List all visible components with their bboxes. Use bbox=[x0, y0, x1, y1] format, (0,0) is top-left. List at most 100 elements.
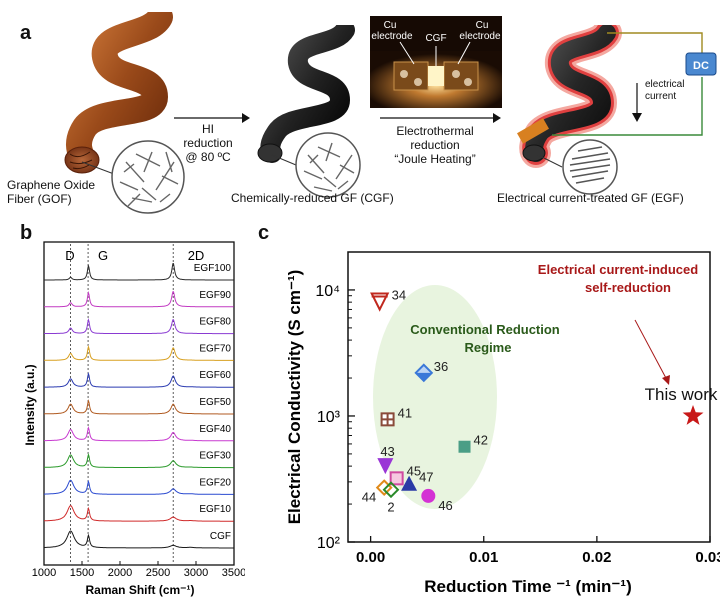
step2-line2: reduction bbox=[410, 138, 460, 152]
data-point-42 bbox=[458, 440, 471, 453]
regime-label-1: Conventional Reduction bbox=[410, 322, 560, 337]
spectrum-cgf bbox=[44, 530, 234, 549]
scatter-ytick-label: 10⁴ bbox=[315, 283, 340, 300]
scatter-ytick-label: 10³ bbox=[317, 409, 341, 426]
gof-caption-line1: Graphene Oxide bbox=[7, 178, 96, 192]
photo-right-label-1: Cu bbox=[476, 20, 489, 31]
step2-label: Electrothermal reduction “Joule Heating” bbox=[372, 124, 498, 166]
cgf-caption: Chemically-reduced GF (CGF) bbox=[231, 191, 394, 205]
step2-line1: Electrothermal bbox=[396, 124, 474, 138]
spectrum-label-egf100: EGF100 bbox=[194, 263, 232, 274]
spectrum-label-egf30: EGF30 bbox=[199, 451, 231, 462]
peak-label-g: G bbox=[98, 248, 108, 263]
gof-caption: Graphene Oxide Fiber (GOF) bbox=[7, 178, 95, 206]
annotation-arrow bbox=[634, 319, 668, 381]
annotation-arrowhead bbox=[662, 375, 670, 385]
step2-line3: “Joule Heating” bbox=[394, 152, 476, 166]
data-point-41-cross bbox=[381, 413, 394, 426]
spectrum-label-egf50: EGF50 bbox=[199, 397, 231, 408]
current-label-2: current bbox=[645, 91, 676, 102]
data-point-47 bbox=[401, 475, 418, 491]
raman-xlabel: Raman Shift (cm⁻¹) bbox=[85, 583, 194, 597]
annotation-line2: self-reduction bbox=[585, 280, 671, 295]
data-point-2-label: 2 bbox=[387, 500, 394, 515]
peak-label-2d: 2D bbox=[188, 248, 205, 263]
spectrum-egf50 bbox=[44, 399, 234, 415]
gof-fiber-illustration bbox=[64, 12, 185, 214]
data-point-46 bbox=[421, 488, 436, 503]
dc-label: DC bbox=[693, 60, 709, 72]
annotation-line1: Electrical current-induced bbox=[538, 262, 698, 277]
data-point-this-work-label: This work bbox=[645, 385, 718, 404]
spectrum-egf40 bbox=[44, 425, 234, 442]
raman-xtick-label: 1500 bbox=[70, 567, 94, 579]
current-label-1: electrical bbox=[645, 79, 684, 90]
raman-xtick-label: 1000 bbox=[32, 567, 56, 579]
data-point-36-fill bbox=[415, 372, 432, 381]
photo-left-label-2: electrode bbox=[371, 31, 413, 42]
cu-electrode-photo: Cu electrode CGF Cu electrode bbox=[370, 16, 502, 108]
spectrum-label-egf80: EGF80 bbox=[199, 317, 231, 328]
spectrum-egf70 bbox=[44, 345, 234, 361]
spectrum-egf80 bbox=[44, 317, 234, 335]
photo-left-label-1: Cu bbox=[384, 20, 397, 31]
step1-label: HI reduction @ 80 ºC bbox=[172, 122, 244, 164]
data-point-this-work bbox=[682, 405, 704, 425]
data-point-34-label: 34 bbox=[392, 287, 406, 302]
panel-a-label: a bbox=[20, 22, 32, 44]
panel-c-label: c bbox=[258, 222, 270, 244]
spectrum-egf20 bbox=[44, 479, 234, 495]
data-point-43-label: 43 bbox=[380, 444, 394, 459]
egf-caption: Electrical current-treated GF (EGF) bbox=[497, 191, 684, 205]
regime-label-2: Regime bbox=[465, 340, 512, 355]
spectrum-egf10 bbox=[44, 505, 234, 522]
data-point-34 bbox=[370, 292, 390, 312]
spectrum-label-egf90: EGF90 bbox=[199, 290, 231, 301]
data-point-47-label: 47 bbox=[419, 470, 433, 485]
spectrum-label-egf40: EGF40 bbox=[199, 424, 231, 435]
spectrum-egf60 bbox=[44, 372, 234, 388]
scatter-ylabel: Electrical Conductivity (S cm⁻¹) bbox=[285, 270, 304, 525]
egf-fiber-illustration: DC electrical current bbox=[517, 25, 717, 195]
peak-label-d: D bbox=[65, 248, 74, 263]
spectrum-label-egf10: EGF10 bbox=[199, 504, 231, 515]
scatter-xlabel: Reduction Time ⁻¹ (min⁻¹) bbox=[424, 577, 631, 596]
data-point-36-label: 36 bbox=[434, 359, 448, 374]
photo-right-label-2: electrode bbox=[459, 31, 501, 42]
scatter-xtick-label: 0.01 bbox=[469, 549, 498, 566]
raman-xtick-label: 2000 bbox=[108, 567, 132, 579]
scatter-xtick-label: 0.03 bbox=[695, 549, 720, 566]
data-point-45-label: 45 bbox=[407, 463, 421, 478]
step2-arrow bbox=[380, 113, 501, 123]
step1-line2: reduction bbox=[183, 136, 233, 150]
gof-caption-line2: Fiber (GOF) bbox=[7, 192, 72, 206]
raman-xtick-label: 3500 bbox=[222, 567, 245, 579]
scatter-xtick-label: 0.02 bbox=[582, 549, 611, 566]
spectrum-label-egf20: EGF20 bbox=[199, 477, 231, 488]
data-point-46-label: 46 bbox=[438, 498, 452, 513]
spectrum-label-egf70: EGF70 bbox=[199, 343, 231, 354]
spectrum-label-egf60: EGF60 bbox=[199, 370, 231, 381]
data-point-44 bbox=[375, 479, 393, 497]
photo-center-label: CGF bbox=[425, 33, 446, 44]
data-point-44-label: 44 bbox=[362, 490, 376, 505]
data-point-43 bbox=[377, 458, 394, 475]
raman-xtick-label: 3000 bbox=[184, 567, 208, 579]
spectrum-egf30 bbox=[43, 452, 234, 469]
raman-ylabel: Intensity (a.u.) bbox=[23, 364, 37, 445]
conductivity-scatter-chart: 0.00 0.01 0.02 0.03 10² 10³ 10⁴ 34 36 41 42 43 4547… bbox=[285, 251, 720, 596]
data-point-2 bbox=[382, 481, 400, 499]
step1-line1: HI bbox=[202, 122, 214, 136]
data-point-45 bbox=[389, 471, 404, 486]
step1-line3: @ 80 ºC bbox=[185, 150, 231, 164]
spectrum-label-cgf: CGF bbox=[210, 531, 231, 542]
spectrum-egf100 bbox=[44, 263, 234, 281]
panel-b-label: b bbox=[20, 222, 33, 244]
scatter-xtick-label: 0.00 bbox=[356, 549, 385, 566]
raman-xtick-label: 2500 bbox=[146, 567, 170, 579]
raman-spectra-chart: EGF100 EGF90 EGF80 EGF70 EGF60 EGF50 EGF40 EGF3… bbox=[23, 241, 245, 597]
data-point-42-label: 42 bbox=[474, 433, 488, 448]
data-point-41-label: 41 bbox=[398, 405, 412, 420]
conventional-regime-region bbox=[373, 285, 497, 509]
cgf-fiber-illustration bbox=[257, 25, 361, 198]
